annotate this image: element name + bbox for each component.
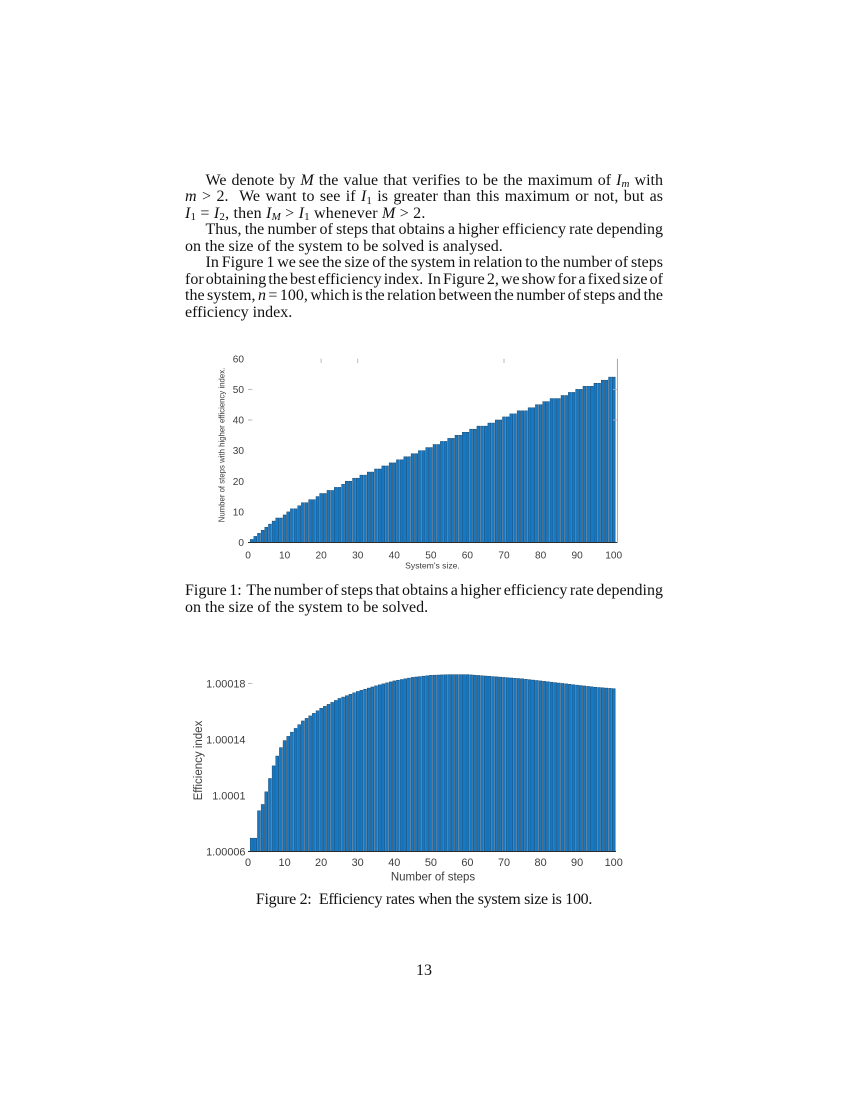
svg-text:30: 30 [233, 446, 245, 457]
svg-text:90: 90 [571, 857, 583, 869]
svg-text:30: 30 [352, 857, 364, 869]
svg-text:40: 40 [233, 416, 245, 427]
svg-text:System's size.: System's size. [405, 561, 460, 571]
svg-text:90: 90 [571, 550, 583, 561]
svg-text:1.00018: 1.00018 [206, 678, 245, 690]
svg-text:50: 50 [425, 550, 437, 561]
svg-text:0: 0 [238, 538, 244, 549]
svg-text:Number of steps with higher ef: Number of steps with higher efficiency i… [218, 368, 227, 523]
svg-text:70: 70 [498, 857, 510, 869]
svg-text:1.00006: 1.00006 [206, 847, 245, 859]
svg-text:0: 0 [245, 550, 251, 561]
svg-text:20: 20 [233, 477, 245, 488]
svg-text:60: 60 [233, 354, 245, 365]
svg-text:80: 80 [535, 550, 547, 561]
svg-text:100: 100 [605, 550, 622, 561]
svg-text:20: 20 [315, 550, 327, 561]
svg-text:70: 70 [498, 550, 510, 561]
svg-text:10: 10 [279, 857, 291, 869]
svg-text:40: 40 [388, 857, 400, 869]
svg-text:60: 60 [462, 550, 474, 561]
svg-text:10: 10 [279, 550, 291, 561]
svg-text:50: 50 [425, 857, 437, 869]
svg-text:50: 50 [233, 385, 245, 396]
svg-text:Number of steps: Number of steps [391, 872, 476, 884]
svg-text:100: 100 [605, 857, 623, 869]
svg-text:1.00014: 1.00014 [206, 734, 245, 746]
svg-text:Efficiency index: Efficiency index [193, 720, 205, 800]
svg-text:20: 20 [315, 857, 327, 869]
svg-text:30: 30 [352, 550, 364, 561]
svg-text:1.0001: 1.0001 [212, 790, 245, 802]
svg-text:60: 60 [461, 857, 473, 869]
svg-text:40: 40 [389, 550, 401, 561]
svg-text:80: 80 [535, 857, 547, 869]
svg-text:0: 0 [245, 857, 251, 869]
svg-text:10: 10 [233, 508, 245, 519]
